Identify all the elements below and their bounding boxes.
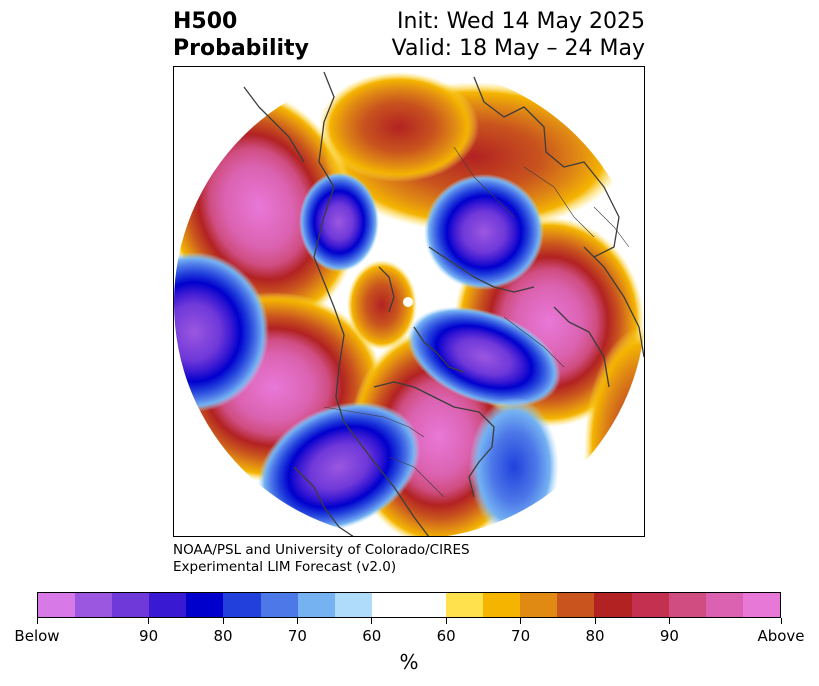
feature-east-asia-low: [299, 172, 379, 272]
feature-atlantic-trough: [469, 397, 559, 536]
colorbar-swatch-1: [75, 593, 113, 617]
colorbar-tick-label: 80: [585, 627, 605, 645]
colorbar-swatch-13: [557, 593, 595, 617]
init-date: Init: Wed 14 May 2025: [397, 9, 645, 34]
colorbar-swatch-11: [483, 593, 521, 617]
colorbar-tick-label: 90: [659, 627, 679, 645]
colorbar-swatch-9: [371, 593, 447, 617]
colorbar-tick-label: Above: [757, 627, 805, 645]
colorbar-swatch-5: [223, 593, 261, 617]
colorbar-tick-mark: [594, 618, 596, 624]
polar-probability-map: [174, 67, 644, 536]
colorbar: [37, 592, 781, 618]
colorbar-swatch-15: [631, 593, 669, 617]
north-pole-marker: [403, 297, 413, 307]
colorbar-swatch-17: [705, 593, 743, 617]
coastlines: [243, 71, 644, 536]
colorbar-tick-mark: [296, 618, 298, 624]
colorbar-tick-label: Below: [14, 627, 60, 645]
map-panel: [173, 66, 645, 537]
credit-line-1: NOAA/PSL and University of Colorado/CIRE…: [173, 542, 470, 558]
feature-central-pacific-low: [174, 252, 269, 412]
colorbar-swatch-0: [38, 593, 76, 617]
colorbar-swatch-14: [594, 593, 632, 617]
colorbar-swatch-6: [260, 593, 298, 617]
colorbar-tick-label: 70: [511, 627, 531, 645]
country-borders: [323, 146, 630, 498]
feature-scandinavia-low: [424, 174, 544, 290]
colorbar-swatch-18: [742, 593, 780, 617]
chart-title-left: H500 Probability: [173, 8, 309, 62]
colorbar-swatch-4: [186, 593, 224, 617]
colorbar-swatch-12: [520, 593, 558, 617]
colorbar-tick-label: 80: [213, 627, 233, 645]
colorbar-tick-mark: [445, 618, 447, 624]
chart-title-right: Init: Wed 14 May 2025 Valid: 18 May – 24…: [392, 8, 645, 62]
colorbar-swatch-8: [334, 593, 372, 617]
colorbar-tick-mark: [371, 618, 373, 624]
probability-field: [174, 67, 644, 536]
colorbar-swatch-7: [297, 593, 335, 617]
colorbar-swatch-2: [112, 593, 150, 617]
colorbar-tick-mark: [222, 618, 224, 624]
colorbar-unit: %: [399, 650, 419, 674]
colorbar-swatch-16: [668, 593, 706, 617]
colorbar-tick-mark: [668, 618, 670, 624]
colorbar-tick-label: 70: [287, 627, 307, 645]
colorbar-swatch-10: [446, 593, 484, 617]
colorbar-tick-label: 90: [139, 627, 159, 645]
title-variable: H500: [173, 9, 238, 34]
colorbar-tick-label: 60: [436, 627, 456, 645]
feature-western-north-america-low: [257, 401, 421, 533]
feature-central-arctic-ridge: [347, 260, 417, 350]
feature-siberia-ridge: [319, 72, 479, 182]
colorbar-tick-label: 60: [362, 627, 382, 645]
title-quantity: Probability: [173, 36, 309, 61]
credit-line-2: Experimental LIM Forecast (v2.0): [173, 559, 397, 575]
colorbar-tick-mark: [780, 618, 782, 624]
feature-north-atlantic-low: [407, 306, 561, 408]
colorbar-tick-mark: [36, 618, 38, 624]
colorbar-swatch-3: [149, 593, 187, 617]
colorbar-tick-mark: [148, 618, 150, 624]
credit-text: NOAA/PSL and University of Colorado/CIRE…: [173, 542, 470, 576]
colorbar-tick-mark: [520, 618, 522, 624]
valid-range: Valid: 18 May – 24 May: [391, 36, 645, 61]
